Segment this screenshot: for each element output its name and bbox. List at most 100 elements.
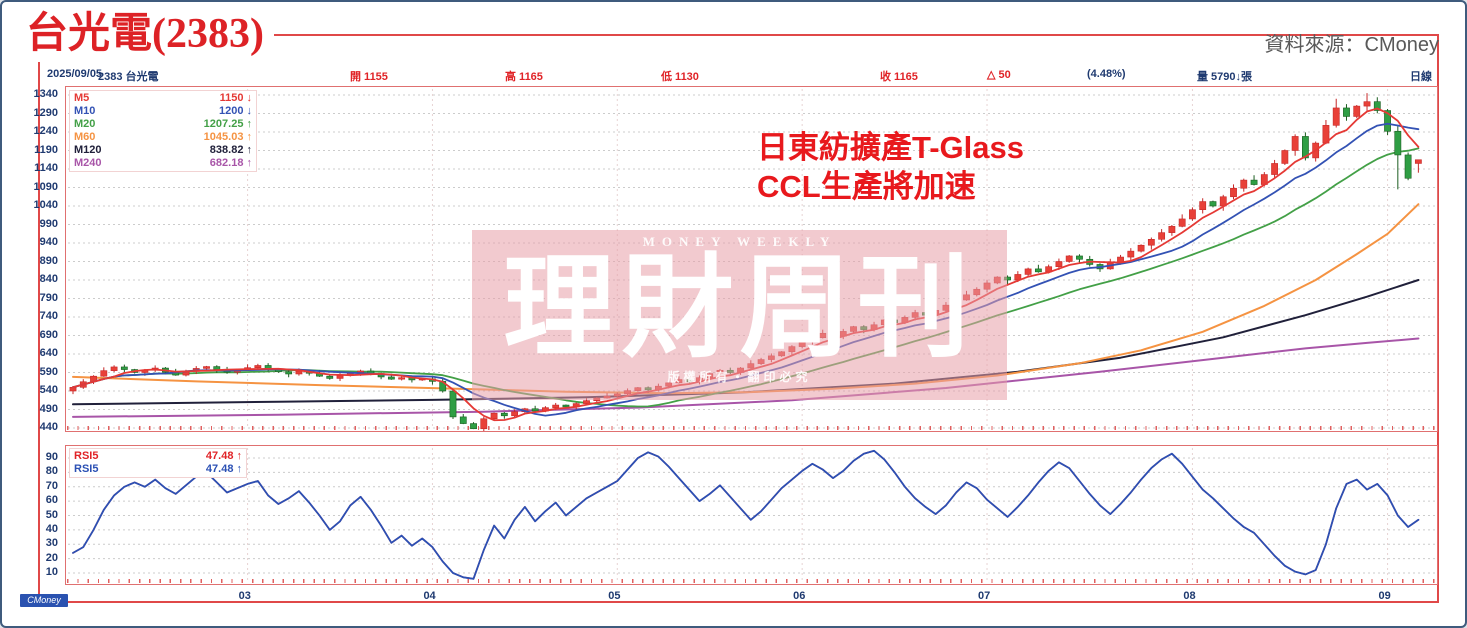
ma-legend-row: M240 682.18 ↑ bbox=[74, 157, 252, 170]
candle bbox=[213, 366, 221, 370]
ma-legend-row: M20 1207.25 ↑ bbox=[74, 118, 252, 131]
candle bbox=[1137, 244, 1145, 252]
candle bbox=[778, 351, 786, 357]
candle bbox=[531, 408, 539, 412]
candle bbox=[963, 294, 970, 301]
quote-field: 2383 台光電 bbox=[98, 71, 159, 83]
candle bbox=[675, 379, 683, 384]
candle bbox=[593, 397, 601, 401]
candle bbox=[993, 276, 1001, 284]
candle bbox=[706, 373, 714, 378]
candle bbox=[1404, 154, 1412, 179]
rsi-legend-row: RSI5 47.48 ↑ bbox=[74, 450, 242, 463]
candle bbox=[880, 319, 888, 326]
candle bbox=[1199, 201, 1207, 210]
ma-value: 1207.25 ↑ bbox=[203, 118, 252, 130]
month-axis-tick: 05 bbox=[608, 590, 621, 602]
rsi-value: 47.48 ↑ bbox=[205, 463, 242, 475]
price-axis-tick: 1290 bbox=[33, 106, 58, 119]
candle bbox=[644, 387, 652, 391]
candle bbox=[1189, 209, 1196, 220]
rsi-axis-tick: 20 bbox=[45, 551, 58, 564]
candle bbox=[634, 387, 642, 391]
price-axis-tick: 440 bbox=[39, 421, 58, 433]
rsi-axis-tick: 10 bbox=[45, 566, 58, 578]
quote-info-bar: 2025/09/05 2383 台光電 開 1155 高 1165 低 1130 收 11… bbox=[2, 68, 1465, 84]
candle bbox=[449, 390, 457, 418]
price-axis-tick: 990 bbox=[39, 217, 58, 230]
ma-label: M120 bbox=[74, 144, 102, 156]
candle bbox=[203, 366, 210, 369]
candle bbox=[1158, 232, 1166, 240]
candle bbox=[685, 379, 693, 383]
candle bbox=[1363, 101, 1371, 107]
rsi-value: 47.48 ↑ bbox=[205, 450, 242, 462]
candle bbox=[1209, 201, 1217, 207]
ma-legend-row: M10 1200 ↓ bbox=[74, 105, 252, 118]
ma-value: 1045.03 ↑ bbox=[203, 131, 252, 143]
candle bbox=[1076, 255, 1083, 260]
minor-tick-strip bbox=[67, 426, 1436, 430]
price-axis-tick: 740 bbox=[39, 310, 58, 322]
rsi-axis-tick: 50 bbox=[45, 508, 58, 521]
candle bbox=[1353, 105, 1361, 117]
month-axis-tick: 09 bbox=[1378, 590, 1391, 602]
quote-field: (4.48%) bbox=[1087, 68, 1126, 80]
candle bbox=[1373, 101, 1381, 111]
candle bbox=[809, 337, 816, 343]
candle bbox=[973, 288, 981, 296]
quote-field: 收 1165 bbox=[880, 71, 918, 83]
candle bbox=[511, 411, 519, 417]
candle bbox=[1271, 163, 1278, 175]
candle bbox=[1178, 218, 1186, 227]
candle bbox=[983, 282, 991, 290]
data-source-label: 資料來源：CMoney bbox=[1264, 34, 1439, 56]
candle bbox=[850, 326, 857, 332]
candle bbox=[120, 366, 128, 370]
candle bbox=[500, 412, 508, 417]
candle bbox=[387, 376, 395, 380]
candle bbox=[1004, 276, 1011, 281]
month-axis-tick: 04 bbox=[423, 590, 436, 602]
candle bbox=[819, 332, 827, 339]
price-axis-tick: 1240 bbox=[33, 125, 58, 137]
candle bbox=[254, 365, 262, 368]
quote-field: 量 5790↓張 bbox=[1197, 71, 1253, 83]
price-axis-tick: 1090 bbox=[33, 180, 58, 193]
candle bbox=[1065, 255, 1073, 262]
price-axis-tick: 540 bbox=[39, 384, 58, 396]
ma-legend-row: M5 1150 ↓ bbox=[74, 92, 252, 105]
quote-field: 開 1155 bbox=[350, 71, 388, 83]
candle bbox=[1168, 226, 1176, 233]
candle bbox=[798, 341, 806, 347]
candle bbox=[1024, 268, 1032, 275]
news-annotation: 日東紡擴產T-Glass CCL生產將加速 bbox=[757, 128, 1024, 206]
candlestick-chart bbox=[68, 89, 1435, 431]
candle bbox=[1240, 179, 1248, 189]
candle bbox=[1384, 110, 1391, 132]
candle bbox=[747, 363, 755, 369]
price-axis-tick: 490 bbox=[39, 402, 58, 415]
candle bbox=[716, 369, 724, 374]
candle bbox=[326, 375, 334, 379]
candle bbox=[624, 390, 631, 395]
ma-label: M10 bbox=[74, 105, 96, 117]
candle bbox=[1343, 107, 1350, 117]
candle bbox=[1127, 250, 1135, 258]
price-axis-tick: 840 bbox=[39, 273, 58, 285]
candle bbox=[922, 312, 929, 316]
ma-label: M5 bbox=[74, 92, 90, 104]
candle bbox=[1034, 268, 1042, 273]
rsi-label: RSI5 bbox=[74, 463, 99, 475]
candle bbox=[952, 299, 960, 306]
rsi-label: RSI5 bbox=[74, 450, 99, 462]
ma-label: M20 bbox=[74, 118, 96, 130]
candle bbox=[788, 346, 796, 353]
candle bbox=[295, 370, 303, 375]
quote-field: 日線 bbox=[1410, 71, 1432, 83]
candle bbox=[767, 355, 775, 360]
candle bbox=[1055, 261, 1063, 267]
candle bbox=[757, 359, 765, 364]
candle bbox=[1281, 150, 1289, 164]
